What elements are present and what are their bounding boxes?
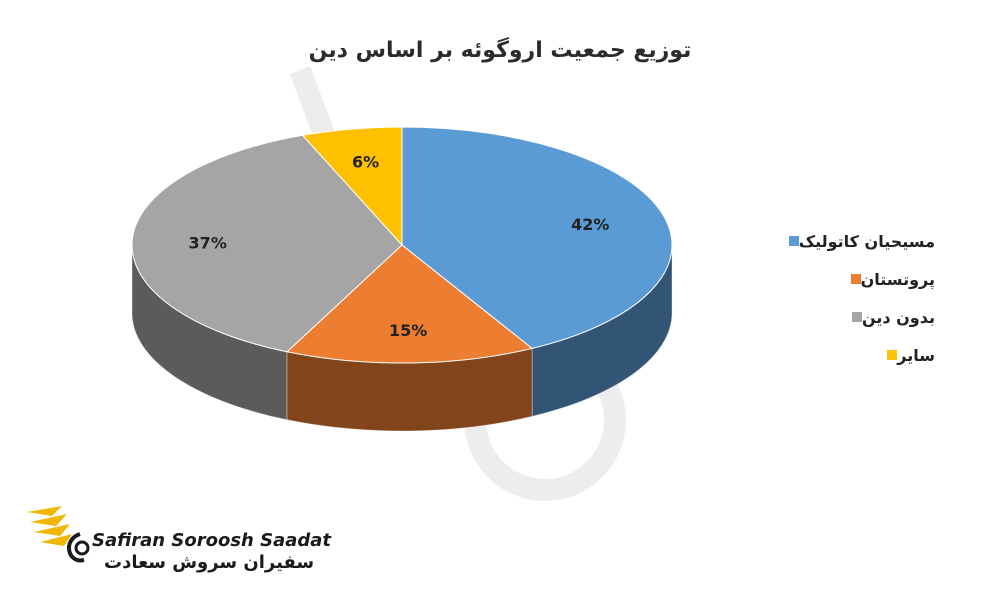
data-label-1: 15% — [389, 321, 427, 340]
legend-swatch — [887, 350, 898, 360]
legend-swatch — [851, 312, 862, 322]
pie-side-walls — [131, 244, 673, 432]
swan-wings-icon — [27, 506, 90, 563]
pie-slice-2 — [131, 134, 403, 353]
legend-swatch — [788, 236, 799, 246]
legend-label: سایر — [897, 345, 935, 365]
pie-top — [131, 126, 673, 364]
legend-label: بدون دین — [861, 307, 935, 327]
brand-name-fa: سفیران سروش سعادت — [104, 552, 315, 573]
data-label-0: 42% — [571, 215, 609, 234]
chart-title: توزیع جمعیت اروگوئه بر اساس دین — [308, 38, 692, 63]
legend-item: پروتستان — [745, 260, 935, 298]
legend-item: مسیحیان کاتولیک — [745, 222, 935, 260]
pie-slice-0 — [401, 126, 673, 349]
pie-slice-1 — [285, 244, 534, 364]
data-label-3: 6% — [352, 153, 379, 172]
legend-swatch — [850, 274, 861, 284]
legend: مسیحیان کاتولیک پروتستان بدون دین سایر — [745, 222, 935, 374]
pie-slice-3 — [301, 126, 403, 247]
brand-name-en: Safiran Soroosh Saadat — [92, 530, 332, 551]
legend-label: مسیحیان کاتولیک — [798, 231, 935, 251]
legend-item: بدون دین — [745, 298, 935, 336]
pie-data-labels: 42% 15% 37% 6% — [189, 153, 610, 340]
legend-label: پروتستان — [860, 269, 935, 289]
brand-logo: Safiran Soroosh Saadat سفیران سروش سعادت — [22, 492, 331, 582]
data-label-2: 37% — [189, 233, 227, 252]
legend-item: سایر — [745, 336, 935, 374]
